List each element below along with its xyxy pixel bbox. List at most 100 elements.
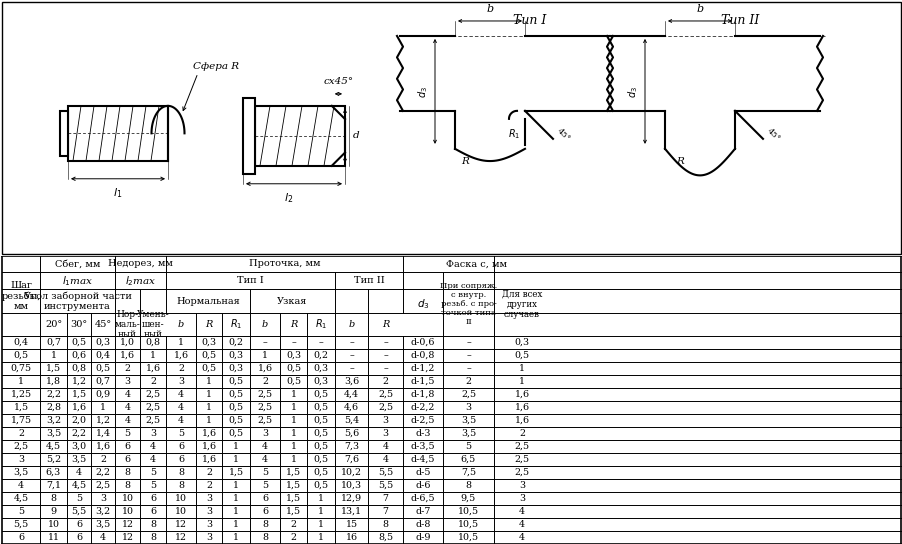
Text: 12: 12 (122, 533, 133, 542)
Text: 2,5: 2,5 (96, 481, 110, 490)
Text: Умень-
шен-
ный: Умень- шен- ный (136, 310, 170, 339)
Text: 6: 6 (124, 442, 131, 451)
Text: 1: 1 (519, 377, 524, 386)
Text: 4: 4 (262, 455, 268, 464)
Text: 0,5: 0,5 (286, 364, 300, 373)
Text: 6: 6 (150, 507, 156, 516)
Text: 0,5: 0,5 (313, 429, 328, 438)
Text: 8: 8 (465, 481, 471, 490)
Text: 9: 9 (51, 507, 57, 516)
Text: 1,6: 1,6 (514, 390, 529, 399)
Text: 0,5: 0,5 (313, 442, 328, 451)
Text: –: – (290, 338, 296, 347)
Text: 4: 4 (519, 507, 524, 516)
Text: 2: 2 (465, 377, 471, 386)
Text: 2: 2 (290, 520, 296, 529)
Text: 1,8: 1,8 (46, 377, 61, 386)
Text: 6,5: 6,5 (460, 455, 475, 464)
Text: 1,6: 1,6 (201, 429, 216, 438)
Text: R: R (461, 157, 468, 166)
Text: 4: 4 (76, 468, 82, 477)
Text: d-4,5: d-4,5 (410, 455, 435, 464)
Text: $l_2$max: $l_2$max (124, 274, 156, 287)
Text: Тип I: Тип I (512, 14, 546, 27)
Text: 3,5: 3,5 (14, 468, 29, 477)
Text: d-3: d-3 (415, 429, 430, 438)
Text: 1,6: 1,6 (201, 442, 216, 451)
Text: –: – (382, 351, 388, 360)
Text: 0,5: 0,5 (201, 364, 216, 373)
Text: 4,5: 4,5 (14, 494, 29, 503)
Text: 0,5: 0,5 (96, 364, 110, 373)
Text: 1,5: 1,5 (286, 481, 300, 490)
Text: 2: 2 (100, 455, 106, 464)
Text: 2,5: 2,5 (378, 390, 392, 399)
Text: 4: 4 (150, 442, 156, 451)
Text: 6: 6 (76, 520, 82, 529)
Text: 8: 8 (51, 494, 57, 503)
Text: Узкая: Узкая (277, 296, 308, 306)
Text: 13,1: 13,1 (341, 507, 362, 516)
Text: d-1,8: d-1,8 (410, 390, 435, 399)
Text: 2,5: 2,5 (460, 390, 475, 399)
Text: 3: 3 (100, 494, 106, 503)
Text: 45°: 45° (555, 127, 571, 143)
Text: 0,75: 0,75 (11, 364, 32, 373)
Text: 2: 2 (290, 533, 296, 542)
Text: –: – (465, 338, 470, 347)
Text: $l_1$max: $l_1$max (61, 274, 93, 287)
Text: 5,5: 5,5 (377, 481, 392, 490)
Text: 0,5: 0,5 (313, 481, 328, 490)
Text: 6: 6 (178, 455, 184, 464)
Text: 9,5: 9,5 (460, 494, 475, 503)
Text: 2,8: 2,8 (46, 403, 61, 412)
Text: d-9: d-9 (415, 533, 430, 542)
Text: 0,5: 0,5 (14, 351, 29, 360)
Text: 4: 4 (519, 520, 524, 529)
Bar (254, 106, 345, 166)
Text: 12: 12 (122, 520, 133, 529)
Text: –: – (262, 338, 267, 347)
Text: 1,6: 1,6 (145, 364, 161, 373)
Text: 10,5: 10,5 (457, 520, 479, 529)
Text: 0,3: 0,3 (313, 377, 328, 386)
Text: 2,5: 2,5 (514, 468, 529, 477)
Text: 0,5: 0,5 (71, 338, 87, 347)
Text: 4: 4 (18, 481, 24, 490)
Text: При сопряж.
с внутр.
резьб. с про-
точкой типа
II: При сопряж. с внутр. резьб. с про- точко… (439, 282, 497, 326)
Text: 15: 15 (345, 520, 357, 529)
Text: 3,5: 3,5 (71, 455, 87, 464)
Text: –: – (465, 364, 470, 373)
Text: Сфера R: Сфера R (193, 62, 239, 71)
Text: 45°: 45° (95, 320, 112, 329)
Text: $l_1$: $l_1$ (114, 186, 123, 200)
Text: 10,3: 10,3 (341, 481, 362, 490)
Text: 8: 8 (262, 520, 268, 529)
Text: 3: 3 (206, 494, 212, 503)
Text: 3: 3 (519, 481, 524, 490)
Text: 2: 2 (206, 468, 212, 477)
Text: –: – (382, 338, 388, 347)
Text: 0,3: 0,3 (201, 338, 216, 347)
Text: 1,4: 1,4 (96, 429, 110, 438)
Text: Угол заборной части
инструмента: Угол заборной части инструмента (23, 291, 132, 311)
Text: 0,2: 0,2 (313, 351, 328, 360)
Text: $R_1$: $R_1$ (507, 127, 520, 141)
Text: 10,2: 10,2 (341, 468, 362, 477)
Text: 4,4: 4,4 (344, 390, 359, 399)
Text: $d_3$: $d_3$ (416, 297, 428, 311)
Text: 1,6: 1,6 (120, 351, 135, 360)
Text: d-0,6: d-0,6 (410, 338, 435, 347)
Text: 5: 5 (465, 442, 471, 451)
Text: 12: 12 (175, 533, 187, 542)
Text: 0,7: 0,7 (46, 338, 61, 347)
Text: Тип II: Тип II (720, 14, 759, 27)
Text: 3: 3 (150, 429, 156, 438)
Text: b: b (486, 4, 493, 14)
Text: 8: 8 (178, 468, 184, 477)
Text: –: – (318, 338, 323, 347)
Text: 0,5: 0,5 (228, 390, 244, 399)
Text: 4: 4 (262, 442, 268, 451)
Text: 3,5: 3,5 (96, 520, 111, 529)
Text: $R_1$: $R_1$ (229, 318, 242, 331)
